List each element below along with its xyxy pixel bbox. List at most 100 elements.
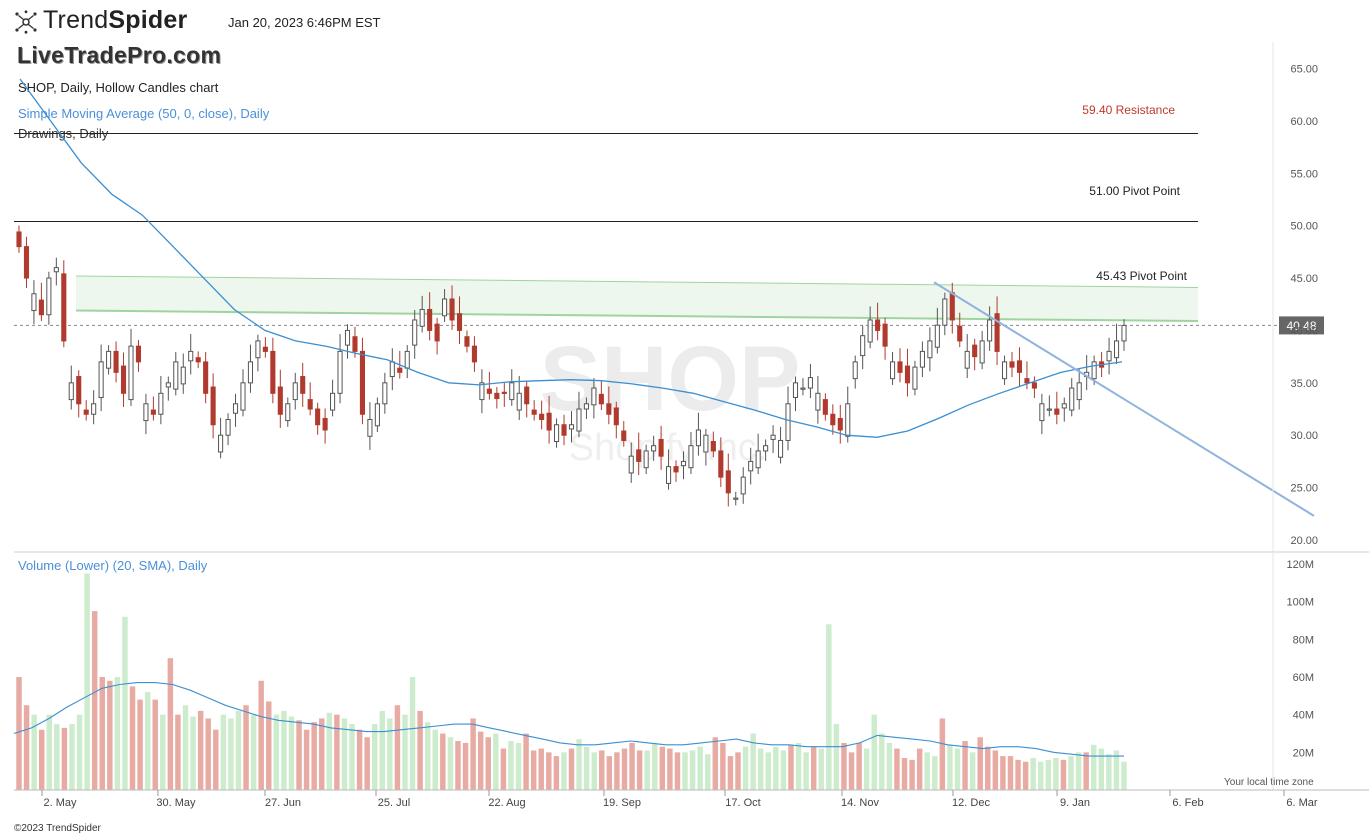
candle-body bbox=[509, 382, 515, 401]
candle-body bbox=[61, 273, 67, 342]
trendspider-logo-icon bbox=[15, 10, 37, 34]
volume-bar bbox=[281, 710, 287, 790]
volume-bar bbox=[606, 756, 613, 790]
candle-body bbox=[352, 336, 358, 352]
candle-body bbox=[322, 417, 328, 431]
candle-body bbox=[1054, 408, 1060, 415]
volume-bar bbox=[909, 759, 915, 790]
candle-body bbox=[1024, 378, 1030, 384]
time-tick-label: 30. May bbox=[156, 797, 196, 809]
zone-fill bbox=[76, 275, 1198, 322]
candle-body bbox=[987, 319, 993, 342]
candle-body bbox=[31, 293, 37, 312]
price-tick-label: 40.00 bbox=[1290, 325, 1318, 337]
volume-bar bbox=[765, 752, 772, 790]
candle-body bbox=[546, 412, 552, 431]
candle-body bbox=[292, 382, 298, 401]
candle-body bbox=[412, 319, 418, 346]
candle-body bbox=[98, 361, 104, 399]
candle-body bbox=[628, 455, 634, 474]
volume-bar bbox=[152, 699, 158, 790]
volume-bar bbox=[167, 658, 174, 790]
candle-body bbox=[576, 408, 582, 432]
chart-title[interactable]: SHOP, Daily, Hollow Candles chart bbox=[18, 80, 219, 95]
volume-bar bbox=[795, 742, 802, 790]
volume-indicator-label[interactable]: Volume (Lower) (20, SMA), Daily bbox=[18, 558, 208, 573]
volume-bar bbox=[440, 733, 446, 790]
candle-body bbox=[889, 361, 896, 380]
time-tick-label: 27. Jun bbox=[265, 797, 301, 809]
candle-body bbox=[591, 387, 597, 406]
volume-bar bbox=[871, 714, 877, 790]
candle-body bbox=[38, 299, 44, 316]
candle-body bbox=[1061, 403, 1067, 409]
candle-body bbox=[643, 450, 649, 469]
volume-tick-label: 60M bbox=[1293, 672, 1314, 684]
volume-bar bbox=[1045, 759, 1052, 790]
candle-body bbox=[501, 391, 507, 394]
volume-bar bbox=[1121, 761, 1127, 790]
volume-bar bbox=[886, 742, 893, 790]
volume-bar bbox=[213, 729, 219, 790]
volume-bar bbox=[803, 752, 809, 790]
candle-body bbox=[1046, 408, 1052, 411]
candle-body bbox=[1076, 382, 1082, 401]
candle-body bbox=[785, 403, 791, 441]
volume-bar bbox=[856, 742, 862, 790]
candle-body bbox=[964, 350, 970, 369]
candle-body bbox=[748, 460, 754, 472]
local-time-zone-note[interactable]: Your local time zone bbox=[1224, 777, 1314, 788]
candle-body bbox=[150, 409, 156, 415]
volume-bar bbox=[250, 714, 257, 790]
candle-body bbox=[344, 329, 351, 346]
candle-body bbox=[68, 382, 74, 401]
candle-body bbox=[837, 417, 843, 431]
volume-bar bbox=[508, 741, 514, 790]
watermark-company: Shopify Inc. bbox=[569, 427, 768, 469]
candle-body bbox=[464, 336, 470, 347]
candle-body bbox=[240, 382, 246, 411]
candle-body bbox=[778, 439, 784, 458]
volume-bar bbox=[455, 741, 461, 790]
volume-bar bbox=[788, 744, 794, 790]
candle-body bbox=[636, 449, 642, 462]
volume-bar bbox=[1053, 757, 1059, 790]
volume-bar bbox=[561, 752, 567, 790]
candle-body bbox=[1009, 361, 1015, 368]
candle-body bbox=[703, 434, 709, 453]
volume-bar bbox=[977, 737, 983, 790]
candle-body bbox=[165, 382, 171, 388]
price-axis: 40.48 65.00 60.00 55.00 50.00 45.00 40.00 35.00… bbox=[1272, 42, 1324, 552]
volume-bar bbox=[326, 712, 333, 790]
candle-body bbox=[225, 419, 231, 436]
volume-bar bbox=[712, 737, 719, 790]
volume-bar bbox=[477, 731, 484, 790]
volume-bar bbox=[810, 746, 817, 790]
candle-body bbox=[91, 403, 97, 415]
volume-bar bbox=[863, 748, 870, 790]
time-tick-label: 6. Mar bbox=[1286, 797, 1318, 809]
candle-body bbox=[247, 361, 254, 384]
volume-bar bbox=[175, 714, 181, 790]
time-tick-label: 25. Jul bbox=[378, 797, 410, 809]
candle-body bbox=[53, 267, 59, 273]
sma-indicator-label[interactable]: Simple Moving Average (50, 0, close), Da… bbox=[18, 106, 270, 121]
candle-body bbox=[755, 450, 761, 469]
candle-body bbox=[471, 345, 477, 363]
volume-bar bbox=[841, 742, 847, 790]
candle-body bbox=[740, 476, 746, 495]
volume-bar bbox=[1068, 756, 1074, 790]
volume-tick-label: 40M bbox=[1293, 710, 1314, 722]
volume-bar bbox=[1007, 756, 1014, 790]
volume-bar bbox=[84, 573, 90, 790]
candle-body bbox=[315, 408, 321, 426]
volume-bar bbox=[129, 686, 136, 790]
candle-body bbox=[158, 392, 164, 415]
candle-body bbox=[718, 450, 724, 478]
volume-bar bbox=[962, 741, 968, 790]
candle-body bbox=[442, 298, 448, 317]
candle-body bbox=[232, 403, 239, 414]
volume-bar bbox=[69, 724, 75, 790]
zone-top-line bbox=[75, 275, 1199, 288]
